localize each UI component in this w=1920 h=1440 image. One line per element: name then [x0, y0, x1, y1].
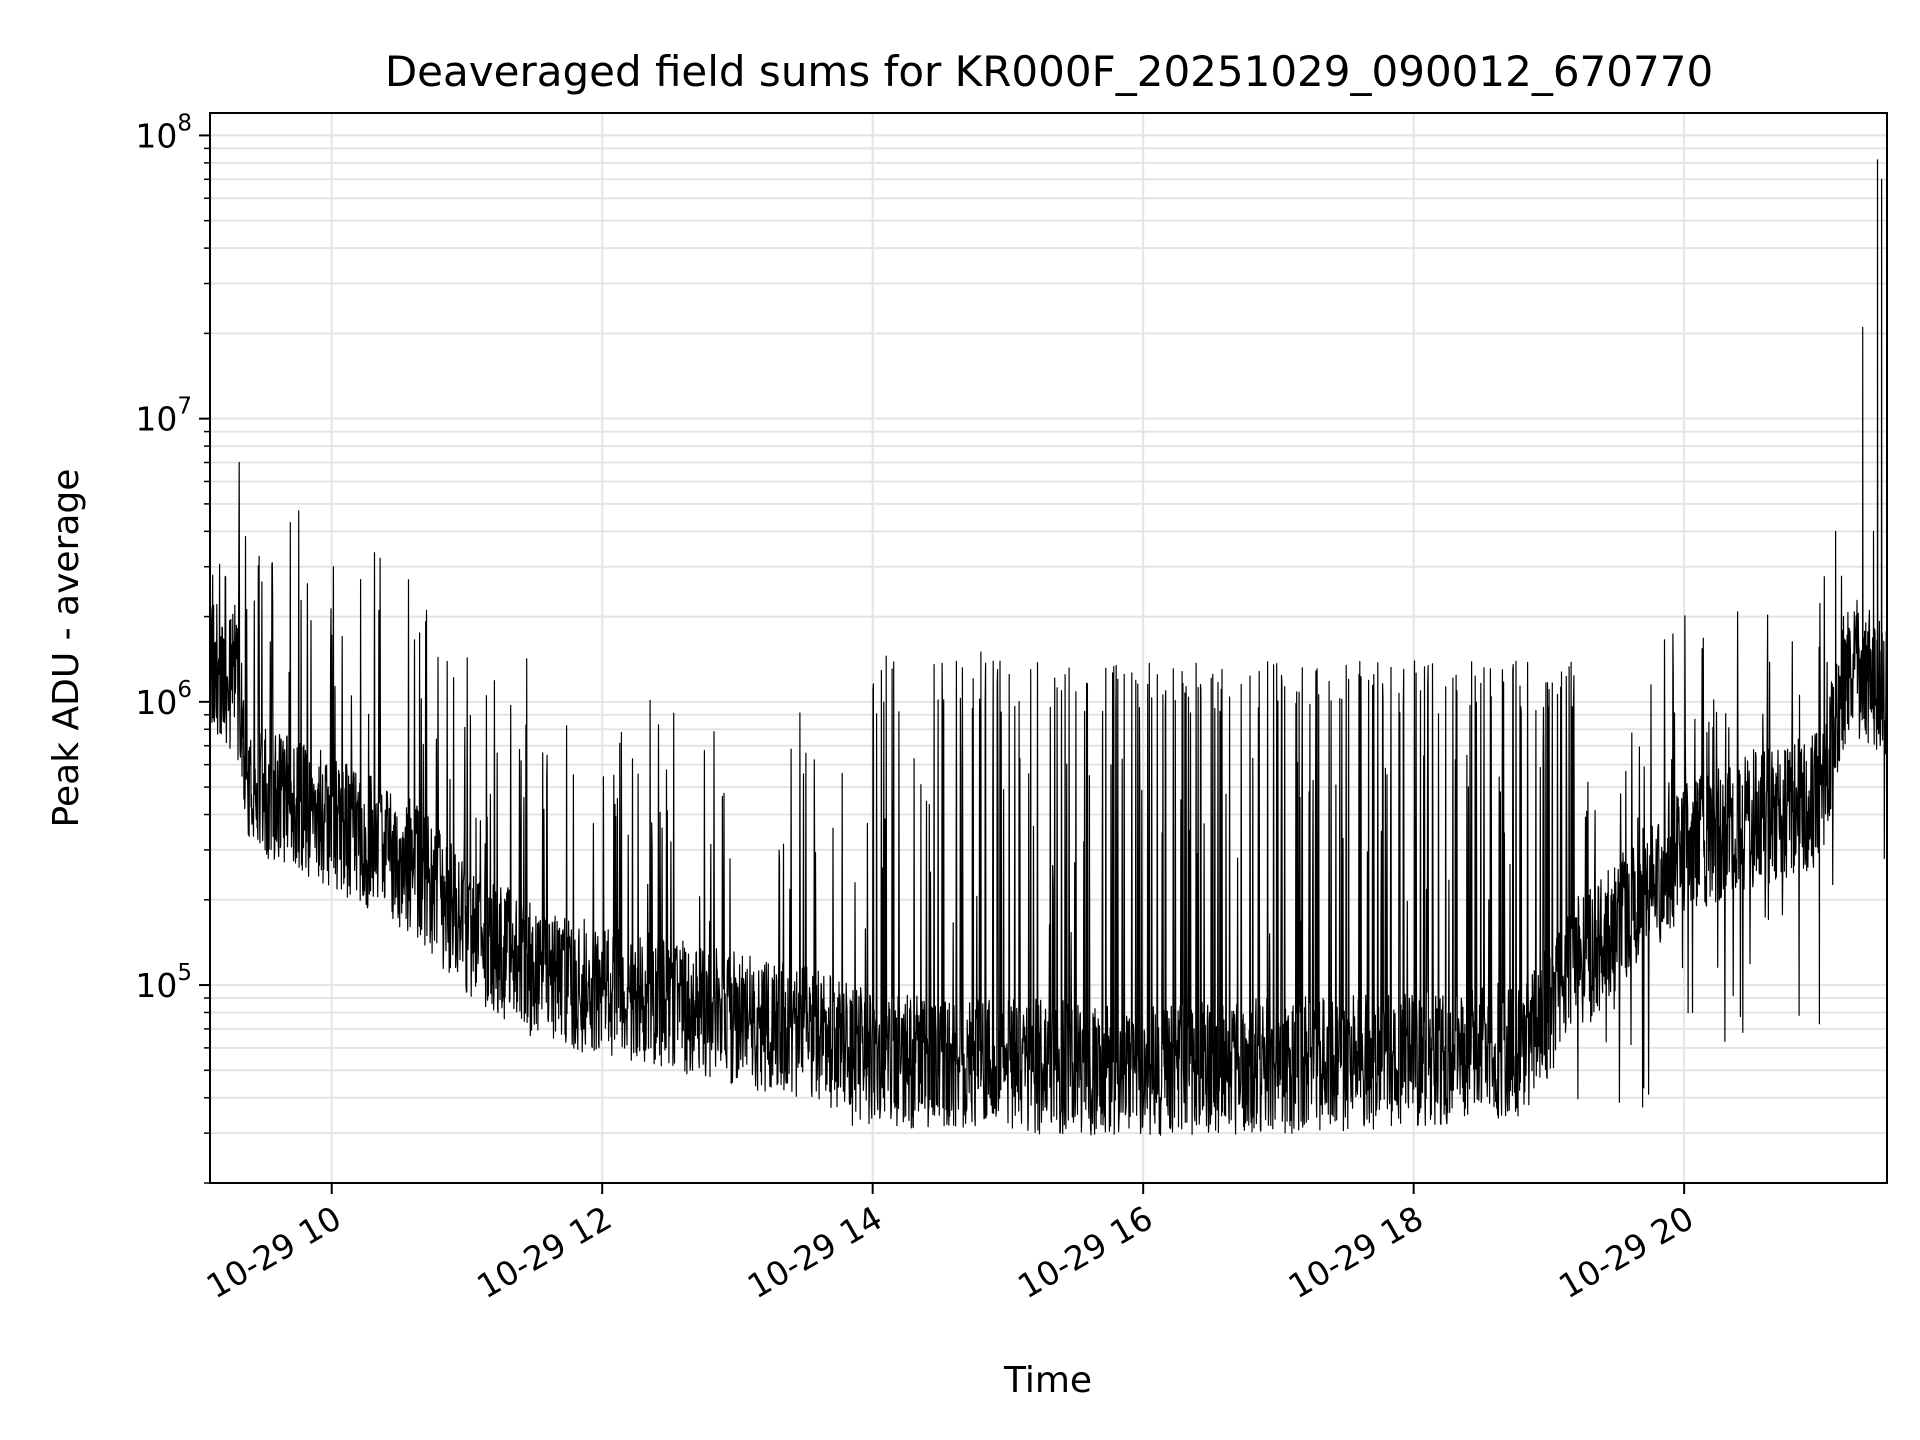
- x-axis-label: Time: [1003, 1360, 1092, 1401]
- y-tick-label: 106: [135, 677, 192, 722]
- y-tick-label: 108: [135, 110, 192, 155]
- y-tick-label: 107: [135, 394, 192, 439]
- plot-area: [210, 113, 1887, 1183]
- y-tick-label: 105: [135, 960, 192, 1005]
- plot-frame: [209, 112, 1888, 1184]
- chart-title: Deaveraged field sums for KR000F_2025102…: [385, 47, 1713, 96]
- y-axis: 105 106 107 108: [135, 110, 210, 1184]
- y-axis-label: Peak ADU - average: [46, 469, 87, 828]
- series-path: [210, 159, 1887, 1136]
- series-line: [210, 159, 1887, 1136]
